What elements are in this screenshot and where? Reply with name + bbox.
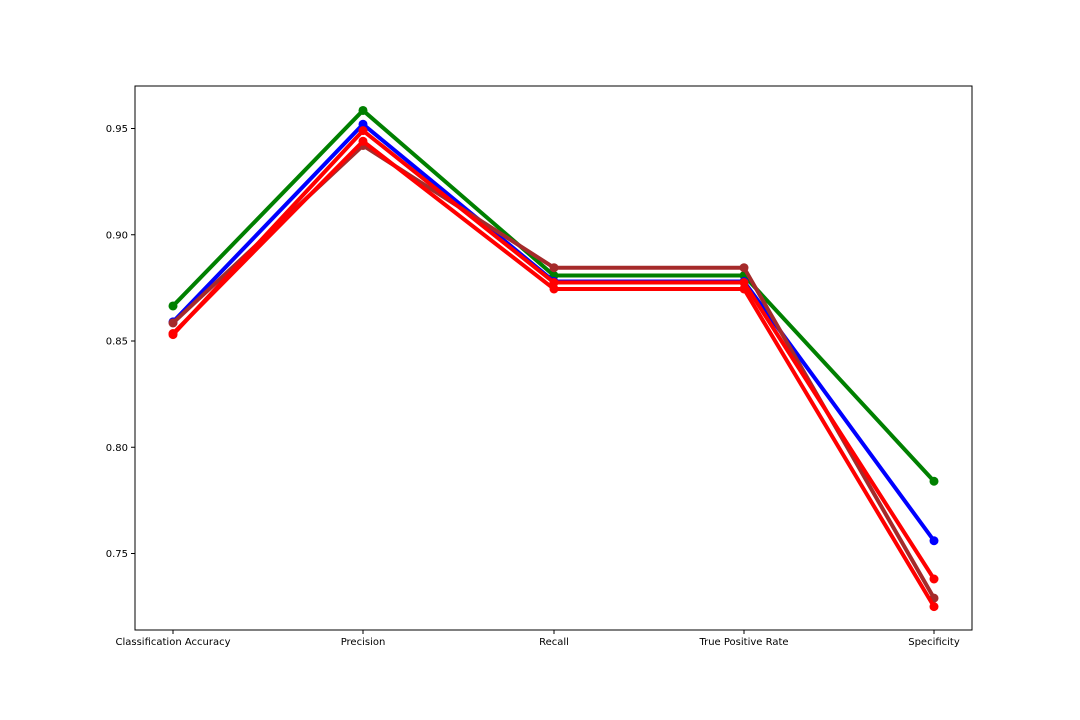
series-4-point-5 — [929, 574, 939, 584]
series-1-point-2 — [358, 105, 368, 115]
y-tick-label: 0.75 — [106, 549, 128, 560]
series-5-point-3 — [549, 284, 559, 294]
series-layer — [168, 105, 939, 612]
y-tick-label: 0.90 — [106, 230, 128, 241]
y-tick-label: 0.85 — [106, 337, 128, 348]
series-5-point-5 — [929, 602, 939, 612]
x-tick-label: True Positive Rate — [698, 637, 788, 648]
axes: 0.75 0.80 0.85 0.90 0.95 Classification Accur… — [106, 85, 973, 648]
series-3-point-4 — [739, 263, 749, 273]
series-5-point-2 — [358, 136, 368, 146]
series-1-point-1 — [168, 301, 178, 311]
series-2-point-5 — [929, 536, 939, 546]
x-tick-label: Precision — [341, 637, 386, 648]
x-tick-label: Classification Accuracy — [116, 637, 231, 648]
series-4-point-4 — [739, 278, 749, 288]
series-3-point-1 — [168, 318, 178, 328]
series-5-point-4 — [739, 284, 749, 294]
y-tick-label: 0.80 — [106, 443, 128, 454]
series-5-point-1 — [168, 329, 178, 339]
plot-background — [135, 86, 972, 630]
x-tick-label: Specificity — [908, 637, 960, 648]
y-tick-label: 0.95 — [106, 124, 128, 135]
series-3-point-3 — [549, 263, 559, 273]
series-4-point-2 — [358, 126, 368, 136]
series-1-point-5 — [929, 476, 939, 486]
series-2-point-2 — [358, 119, 368, 129]
x-tick-label: Recall — [539, 637, 569, 648]
plot-area — [135, 86, 972, 630]
